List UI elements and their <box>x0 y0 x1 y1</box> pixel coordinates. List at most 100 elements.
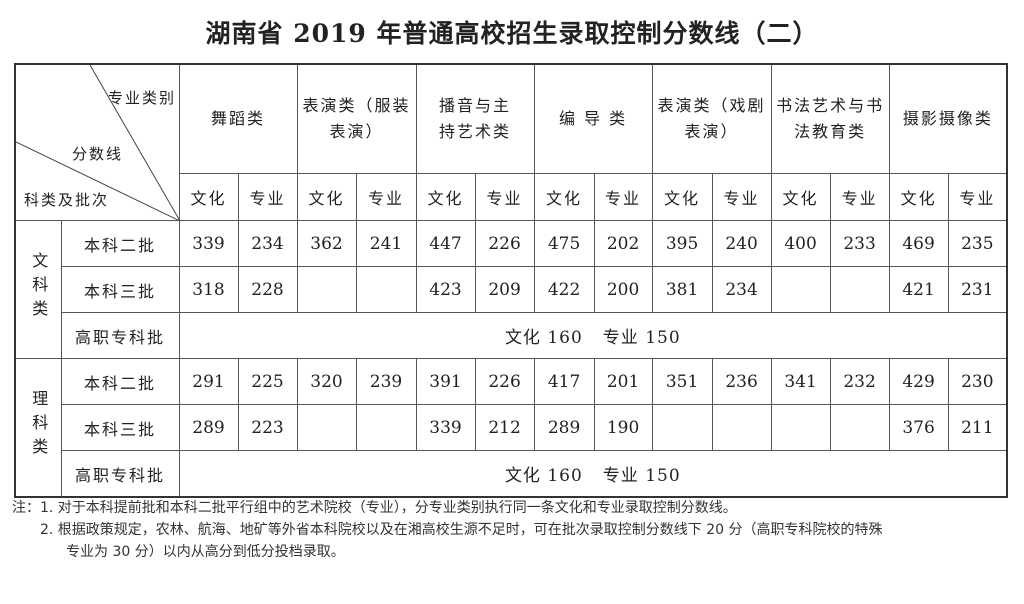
section-cell: 文科类 <box>14 220 62 359</box>
section-label: 文科类 <box>29 251 49 324</box>
page-title: 湖南省 2019 年普通高校招生录取控制分数线（二） <box>205 19 819 48</box>
table-row: 理科类 本科二批 291 225 320 239 391 226 417 201 351 236 341… <box>14 358 1008 498</box>
score-cell <box>355 404 417 451</box>
score-cell <box>829 266 890 313</box>
score-cell: 320 <box>296 358 357 405</box>
score-cell: 475 <box>533 220 595 267</box>
sub-header-culture: 文化 <box>888 173 949 221</box>
category-label: 表演） <box>329 122 384 141</box>
score-cell: 234 <box>237 220 298 267</box>
vocational-culture: 文化 160 <box>504 466 583 486</box>
score-cell: 318 <box>178 266 239 313</box>
category-label: 编 导 类 <box>558 109 628 128</box>
score-cell: 212 <box>474 404 535 451</box>
score-cell: 417 <box>533 358 595 405</box>
score-cell: 395 <box>651 220 713 267</box>
table-row-vocational: 高职专科批 文化 160 专业 150 <box>15 450 1008 498</box>
category-label: 舞蹈类 <box>211 109 266 128</box>
score-cell: 235 <box>947 220 1008 267</box>
category-header: 舞蹈类 <box>178 63 298 174</box>
score-cell <box>770 404 831 451</box>
category-label: 表演） <box>684 122 739 141</box>
score-cell: 339 <box>415 404 476 451</box>
sub-header-major: 专业 <box>237 173 298 221</box>
score-cell <box>296 266 357 313</box>
score-cell: 241 <box>355 220 417 267</box>
score-cell: 225 <box>237 358 298 405</box>
table-row: 文科类 本科二批 339 234 362 241 447 226 475 202 395 240 400… <box>14 220 1008 359</box>
category-header: 播音与主 持艺术类 <box>415 63 535 174</box>
score-cell <box>829 404 890 451</box>
vocational-major: 专业 150 <box>602 328 681 348</box>
score-cell: 421 <box>888 266 949 313</box>
score-cell: 226 <box>474 358 535 405</box>
section-cell: 理科类 <box>14 358 62 498</box>
category-label: 书法艺术与书 <box>776 96 885 115</box>
vocational-culture: 文化 160 <box>504 328 583 348</box>
table-row-vocational: 高职专科批 文化 160 专业 150 <box>15 312 1008 359</box>
score-cell: 469 <box>888 220 949 267</box>
score-cell: 339 <box>178 220 239 267</box>
category-label: 持艺术类 <box>439 122 512 141</box>
category-label: 播音与主 <box>439 96 512 115</box>
batch-label: 本科二批 <box>60 220 180 267</box>
batch-label: 高职专科批 <box>60 450 180 498</box>
sub-header-culture: 文化 <box>415 173 476 221</box>
score-cell <box>711 404 772 451</box>
category-label: 法教育类 <box>794 122 867 141</box>
score-cell: 289 <box>178 404 239 451</box>
score-cell: 381 <box>651 266 713 313</box>
notes: 注：1. 对于本科提前批和本科二批平行组中的艺术院校（专业），分专业类别执行同一… <box>12 497 883 563</box>
score-cell: 341 <box>770 358 831 405</box>
score-cell: 209 <box>474 266 535 313</box>
score-cell: 230 <box>947 358 1008 405</box>
score-cell <box>770 266 831 313</box>
category-label: 表演类（戏剧 <box>657 96 766 115</box>
sub-header-major: 专业 <box>829 173 890 221</box>
score-cell: 362 <box>296 220 357 267</box>
sub-header-culture: 文化 <box>770 173 831 221</box>
note-2: 2. 根据政策规定，农林、航海、地矿等外省本科院校以及在湘高校生源不足时，可在批… <box>40 522 883 538</box>
score-cell: 291 <box>178 358 239 405</box>
score-cell: 429 <box>888 358 949 405</box>
batch-label: 高职专科批 <box>60 312 180 359</box>
corner-header: 专业类别 分数线 科类及批次 <box>14 63 180 221</box>
score-cell <box>296 404 357 451</box>
score-cell: 351 <box>651 358 713 405</box>
diagonal-lines <box>16 65 180 221</box>
score-cell: 236 <box>711 358 772 405</box>
score-cell: 447 <box>415 220 476 267</box>
sub-header-major: 专业 <box>593 173 653 221</box>
category-header: 书法艺术与书 法教育类 <box>770 63 890 174</box>
score-cell: 422 <box>533 266 595 313</box>
notes-label: 注： <box>12 500 40 516</box>
score-cell <box>651 404 713 451</box>
score-cell: 376 <box>888 404 949 451</box>
score-cell: 239 <box>355 358 417 405</box>
score-cell: 231 <box>947 266 1008 313</box>
sub-header-culture: 文化 <box>296 173 357 221</box>
score-cell: 201 <box>593 358 653 405</box>
batch-label: 本科三批 <box>60 266 180 313</box>
score-cell: 423 <box>415 266 476 313</box>
batch-label: 本科二批 <box>60 358 180 405</box>
category-header: 表演类（戏剧 表演） <box>651 63 772 174</box>
score-cell: 289 <box>533 404 595 451</box>
vocational-scores: 文化 160 专业 150 <box>178 312 1008 359</box>
corner-top-label: 专业类别 <box>108 89 177 107</box>
score-cell: 233 <box>829 220 890 267</box>
score-cell: 391 <box>415 358 476 405</box>
vocational-scores: 文化 160 专业 150 <box>178 450 1008 498</box>
score-cell: 400 <box>770 220 831 267</box>
category-header: 表演类（服装 表演） <box>296 63 417 174</box>
sub-header-culture: 文化 <box>178 173 239 221</box>
score-cell: 232 <box>829 358 890 405</box>
corner-middle-label: 分数线 <box>72 145 124 163</box>
score-cell: 211 <box>947 404 1008 451</box>
category-header: 摄影摄像类 <box>888 63 1008 174</box>
section-label: 理科类 <box>29 389 49 462</box>
score-cell: 200 <box>593 266 653 313</box>
score-cell: 234 <box>711 266 772 313</box>
corner-bottom-label: 科类及批次 <box>24 191 110 209</box>
sub-header-culture: 文化 <box>651 173 713 221</box>
